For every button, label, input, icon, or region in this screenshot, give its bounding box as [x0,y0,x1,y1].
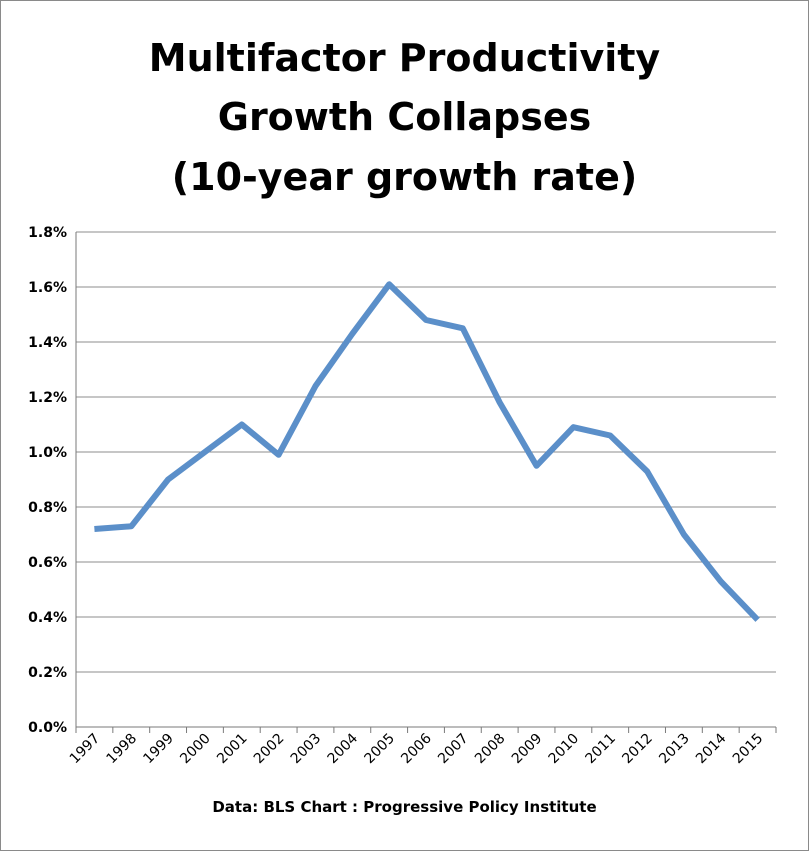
x-tick-label: 2006 [398,730,435,767]
x-tick-label: 2014 [693,730,730,767]
x-tick-label: 2003 [288,731,325,768]
y-tick-label: 0.4% [28,610,67,626]
data-point [755,617,761,623]
y-tick-label: 1.6% [28,280,67,296]
data-point [460,325,466,331]
data-point [276,452,282,458]
series-line [94,281,760,622]
x-tick-label: 2012 [619,731,656,768]
y-tick-label: 1.8% [28,225,67,241]
data-point [128,523,134,529]
x-tick-label: 2011 [583,731,620,768]
data-point [681,532,687,538]
x-tick-label: 2005 [361,731,398,768]
x-tick-label: 1997 [67,731,104,768]
data-point [644,468,650,474]
data-point [423,317,429,323]
y-tick-label: 1.2% [28,390,67,406]
x-tick-label: 2007 [435,731,472,768]
data-point [202,449,208,455]
y-tick-label: 0.6% [28,555,67,571]
x-tick-label: 2009 [509,731,546,768]
data-point [607,433,613,439]
x-tick-label: 2001 [214,731,251,768]
chart-title-line-3: (10-year growth rate) [171,155,638,199]
x-tick-label: 2002 [251,731,288,768]
source-note: Data: BLS Chart : Progressive Policy Ins… [212,798,597,816]
data-point [349,331,355,337]
data-point [534,463,540,469]
x-tick-label: 2010 [546,731,583,768]
data-point [165,477,171,483]
y-tick-label: 0.8% [28,500,67,516]
x-tick-label: 1999 [140,731,177,768]
chart-title-line-2: Growth Collapses [217,95,592,139]
x-tick-label: 2013 [656,731,693,768]
data-point [239,422,245,428]
y-tick-label: 1.0% [28,445,67,461]
data-point [386,281,392,287]
x-tick-label: 1998 [104,731,141,768]
data-point [570,424,576,430]
y-tick-label: 0.0% [28,720,67,736]
chart-title-line-1: Multifactor Productivity [148,36,661,80]
data-point [312,383,318,389]
x-tick-label: 2008 [472,731,509,768]
data-point [718,578,724,584]
x-tick-label: 2004 [325,730,362,767]
y-tick-label: 0.2% [28,665,67,681]
data-point [91,526,97,532]
data-point [497,400,503,406]
x-tick-label: 2015 [730,731,767,768]
y-tick-label: 1.4% [28,335,67,351]
x-tick-label: 2000 [177,731,214,768]
